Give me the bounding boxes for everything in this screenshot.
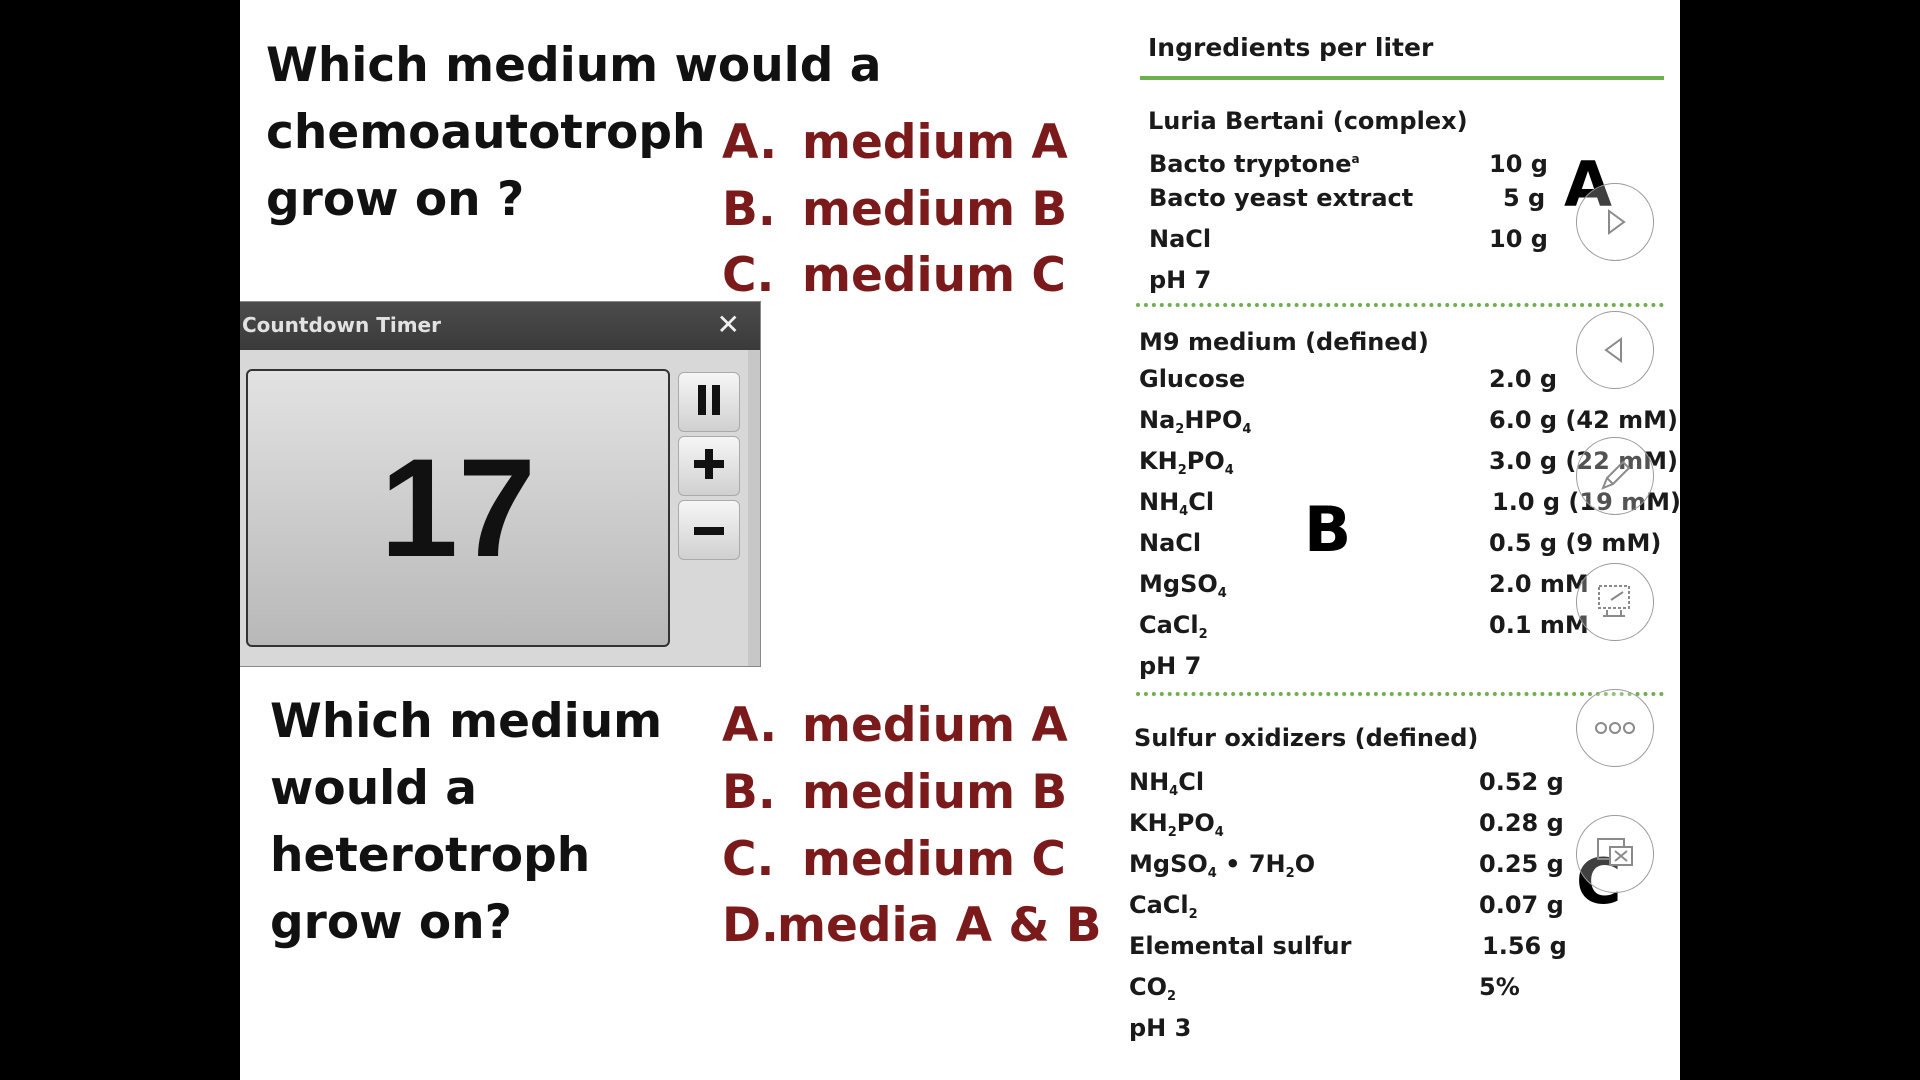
timer-title-bar[interactable]: Countdown Timer ✕ <box>240 302 760 350</box>
ingredient-name: MgSO4 <box>1139 570 1227 601</box>
answer-option: C. medium C <box>722 832 1066 887</box>
ingredient-amount: 10 g <box>1489 150 1548 178</box>
answer-option: A. medium A <box>722 698 1068 753</box>
countdown-timer-window[interactable]: Countdown Timer ✕ 17 <box>240 302 760 666</box>
answer-option: A. medium A <box>722 115 1068 170</box>
ingredient-amount: 2.0 mM <box>1489 570 1589 598</box>
see-all-slides-button[interactable] <box>1576 563 1654 641</box>
ingredient-name: CO2 <box>1129 973 1177 1004</box>
add-time-button[interactable] <box>678 436 740 496</box>
ingredient-amount: 5% <box>1479 973 1520 1001</box>
minus-icon <box>692 521 726 540</box>
question-line: Which medium would a <box>266 38 882 93</box>
pen-icon <box>1595 456 1635 496</box>
ingredient-amount: 0.52 g <box>1479 768 1564 796</box>
ingredient-name: Elemental sulfur <box>1129 932 1352 960</box>
answer-text: medium A <box>802 115 1068 170</box>
ingredient-name: CaCl2 <box>1139 611 1208 642</box>
ingredient-name: Bacto yeast extract <box>1149 184 1414 212</box>
answer-letter: A. <box>722 115 778 170</box>
ingredient-name: KH2PO4 <box>1129 809 1224 840</box>
end-show-button[interactable] <box>1576 815 1654 893</box>
next-icon <box>1600 207 1630 237</box>
more-options-icon <box>1592 720 1638 736</box>
ingredient-amount: 0.25 g <box>1479 850 1564 878</box>
ph-value: pH 7 <box>1149 266 1212 294</box>
question-line: grow on? <box>270 895 512 950</box>
ingredient-name: NH4Cl <box>1129 768 1205 799</box>
answer-text: medium B <box>802 765 1068 820</box>
ingredient-name: Bacto tryptonea <box>1149 150 1360 178</box>
section-title-sulfur: Sulfur oxidizers (defined) <box>1134 724 1479 752</box>
section-letter-b: B <box>1304 493 1352 566</box>
question-1: Which medium would a chemoautotroph grow… <box>266 32 882 233</box>
timer-scrollbar[interactable] <box>748 350 760 666</box>
panel-header: Ingredients per liter <box>1148 33 1434 62</box>
answer-letter: B. <box>722 182 776 237</box>
ingredient-name: MgSO4 • 7H2O <box>1129 850 1316 881</box>
ph-value: pH 7 <box>1139 652 1202 680</box>
ingredient-amount: 10 g <box>1489 225 1548 253</box>
section-divider <box>1136 303 1664 307</box>
ingredient-name: Na2HPO4 <box>1139 406 1252 437</box>
ingredient-amount: 2.0 g <box>1489 365 1558 393</box>
pause-button[interactable] <box>678 372 740 432</box>
more-options-button[interactable] <box>1576 689 1654 767</box>
answer-letter: B. <box>722 765 776 820</box>
answer-letter: A. <box>722 698 778 753</box>
section-title-luria: Luria Bertani (complex) <box>1148 107 1468 135</box>
ingredient-name: NH4Cl <box>1139 488 1215 519</box>
next-slide-button[interactable] <box>1576 183 1654 261</box>
ingredient-name: NaCl <box>1139 529 1202 557</box>
ingredient-amount: 0.07 g <box>1479 891 1564 919</box>
section-title-m9: M9 medium (defined) <box>1139 328 1429 356</box>
answer-text: medium C <box>802 832 1066 887</box>
header-divider <box>1140 76 1664 80</box>
ingredient-name: CaCl2 <box>1129 891 1198 922</box>
answer-option: B. medium B <box>722 765 1067 820</box>
timer-display: 17 <box>246 369 670 647</box>
pen-tool-button[interactable] <box>1576 437 1654 515</box>
ingredient-amount: 5 g <box>1503 184 1546 212</box>
timer-title: Countdown Timer <box>242 313 441 337</box>
ingredient-amount: 6.0 g (42 mM) <box>1489 406 1678 434</box>
question-line: grow on ? <box>266 172 525 227</box>
plus-icon <box>692 447 726 485</box>
close-icon[interactable]: ✕ <box>716 308 740 341</box>
answer-letter: D. <box>722 898 779 953</box>
ingredient-amount: 0.5 g (9 mM) <box>1489 529 1662 557</box>
answer-option: D.media A & B <box>722 898 1102 953</box>
question-2: Which medium would a heterotroph grow on… <box>270 688 662 956</box>
question-line: would a <box>270 761 478 816</box>
answer-text: medium B <box>802 182 1068 237</box>
ingredient-amount: 1.56 g <box>1482 932 1567 960</box>
ingredient-name: Glucose <box>1139 365 1246 393</box>
answer-letter: C. <box>722 248 775 303</box>
ingredient-amount: 0.28 g <box>1479 809 1564 837</box>
question-line: chemoautotroph <box>266 105 706 160</box>
question-line: Which medium <box>270 694 663 749</box>
screen-icon <box>1593 580 1637 624</box>
ingredient-name: KH2PO4 <box>1139 447 1234 478</box>
pause-icon <box>694 383 724 421</box>
question-line: heterotroph <box>270 828 591 883</box>
previous-icon <box>1600 335 1630 365</box>
previous-slide-button[interactable] <box>1576 311 1654 389</box>
timer-value: 17 <box>380 429 536 586</box>
answer-text: media A & B <box>777 898 1102 953</box>
slide: Which medium would a chemoautotroph grow… <box>240 0 1680 1080</box>
ingredient-amount: 0.1 mM <box>1489 611 1589 639</box>
answer-option: C. medium C <box>722 248 1066 303</box>
answer-option: B. medium B <box>722 182 1067 237</box>
subtract-time-button[interactable] <box>678 500 740 560</box>
ph-value: pH 3 <box>1129 1014 1192 1042</box>
end-show-icon <box>1592 831 1638 877</box>
ingredient-name: NaCl <box>1149 225 1212 253</box>
answer-letter: C. <box>722 832 775 887</box>
answer-text: medium A <box>802 698 1068 753</box>
answer-text: medium C <box>802 248 1066 303</box>
section-divider <box>1136 692 1664 696</box>
